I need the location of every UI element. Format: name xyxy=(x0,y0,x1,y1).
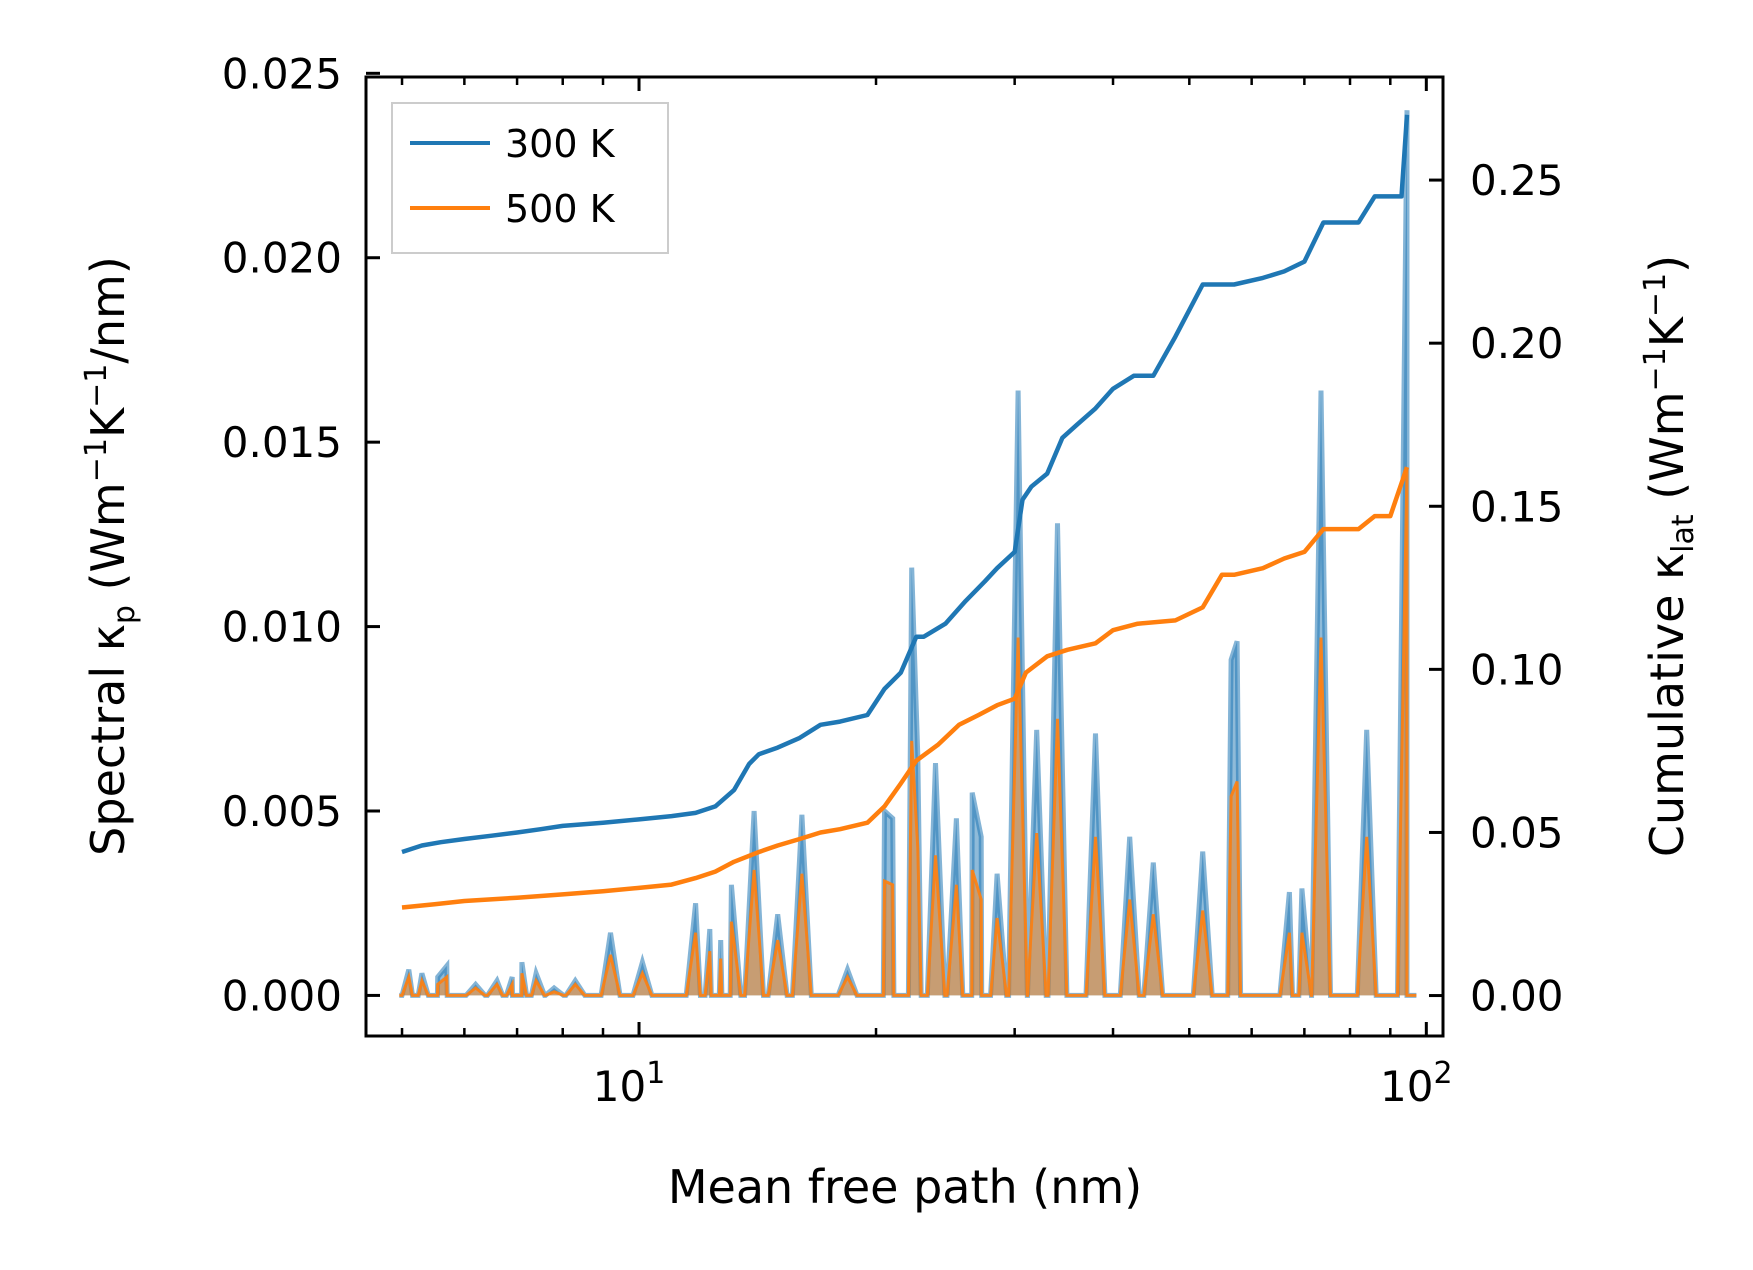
legend: 300 K 500 K xyxy=(391,102,669,254)
y-left-tick-label: 0.000 xyxy=(222,971,342,1020)
y-left-tick-label: 0.010 xyxy=(222,603,342,652)
x-tick-label-base: 10 xyxy=(593,1062,646,1111)
x-tick-label: 101 xyxy=(593,1056,666,1111)
y-left-title-part: Spectral κ xyxy=(81,624,135,856)
y-left-title-part: /nm) xyxy=(81,256,135,363)
cumulative-line-300k xyxy=(401,114,1410,855)
y-left-title-part: K xyxy=(81,406,135,438)
x-tick-label: 102 xyxy=(1380,1056,1453,1111)
y-left-tick-label: 0.025 xyxy=(222,49,342,98)
y-right-title-part: ) xyxy=(1640,255,1694,273)
y-right-title-sup: −1 xyxy=(1638,347,1673,391)
spectral-fill-500k xyxy=(399,468,1417,996)
y-left-title-sup: −1 xyxy=(79,438,114,482)
y-right-tick-label: 0.10 xyxy=(1470,645,1564,694)
legend-box xyxy=(391,102,669,254)
y-left-title-sub: p xyxy=(107,605,142,624)
y-right-tick-label: 0.00 xyxy=(1470,972,1564,1021)
y-right-tick-label: 0.05 xyxy=(1470,808,1564,857)
x-tick-label-exp: 1 xyxy=(646,1056,665,1091)
spectral-line-500k xyxy=(399,467,1417,997)
y-right-title-sup: −1 xyxy=(1638,273,1673,317)
y-right-tick-label: 0.20 xyxy=(1470,319,1564,368)
y-right-title-part: Cumulative κ xyxy=(1640,553,1694,857)
spectral-layer xyxy=(399,110,1417,998)
tick-layer: 0.000 0.005 0.010 0.015 0.020 0.025 0.00 0.05 0.… xyxy=(222,49,1564,1111)
y-left-title-part: (Wm xyxy=(81,482,135,605)
legend-label-300k: 300 K xyxy=(505,122,616,166)
cumulative-layer xyxy=(401,114,1410,910)
y-left-tick-label: 0.005 xyxy=(222,787,342,836)
y-right-title-sub: lat xyxy=(1666,514,1701,553)
x-axis-title: Mean free path (nm) xyxy=(668,1160,1142,1214)
y-right-title-part: (Wm xyxy=(1640,391,1694,514)
y-right-tick-label: 0.25 xyxy=(1470,156,1564,205)
cumulative-line-500k xyxy=(401,466,1410,910)
y-right-tick-label: 0.15 xyxy=(1470,482,1564,531)
x-tick-label-base: 10 xyxy=(1380,1062,1433,1111)
y-axis-right-title: Cumulative κlat (Wm−1K−1) xyxy=(1638,255,1701,857)
y-axis-left-title: Spectral κp (Wm−1K−1/nm) xyxy=(79,256,142,856)
y-left-tick-label: 0.020 xyxy=(222,234,342,283)
y-right-title-part: K xyxy=(1640,315,1694,347)
y-left-title-sup: −1 xyxy=(79,364,114,408)
y-left-tick-label: 0.015 xyxy=(222,418,342,467)
x-tick-label-exp: 2 xyxy=(1433,1056,1452,1091)
legend-label-500k: 500 K xyxy=(505,187,616,231)
plot-frame xyxy=(364,75,1445,1038)
